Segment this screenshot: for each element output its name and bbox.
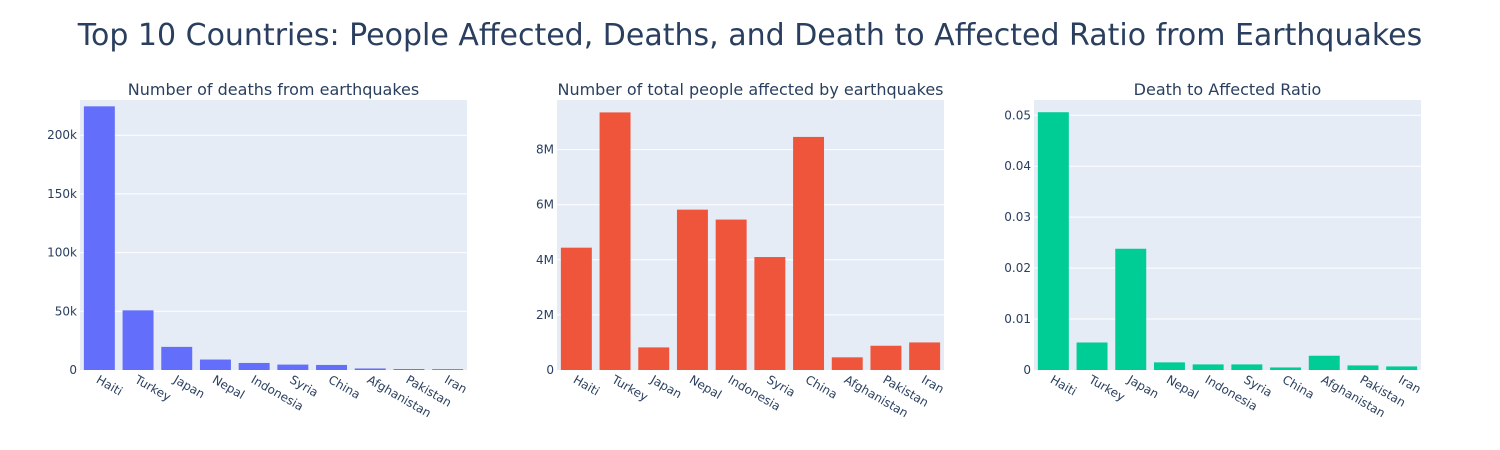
main-title: Top 10 Countries: People Affected, Death… bbox=[77, 18, 1423, 53]
y-tick-label: 4M bbox=[536, 253, 554, 267]
subplot-title: Death to Affected Ratio bbox=[1134, 80, 1322, 99]
bar-nepal bbox=[1153, 362, 1185, 370]
bar-iran bbox=[1386, 366, 1418, 370]
x-tick-label: China bbox=[803, 372, 840, 401]
bar-syria bbox=[1231, 364, 1263, 370]
bar-nepal bbox=[199, 359, 231, 370]
x-tick-label: Turkey bbox=[132, 372, 174, 404]
bar-afghanistan bbox=[354, 368, 386, 370]
x-tick-label: Japan bbox=[647, 372, 684, 401]
bar-nepal bbox=[676, 209, 708, 370]
bar-syria bbox=[277, 364, 309, 370]
x-tick-label: China bbox=[326, 372, 363, 401]
bar-pakistan bbox=[870, 345, 902, 370]
y-tick-label: 0 bbox=[1023, 363, 1031, 377]
y-tick-label: 0.03 bbox=[1004, 210, 1031, 224]
bar-indonesia bbox=[715, 219, 747, 370]
subplot-title: Number of total people affected by earth… bbox=[557, 80, 943, 99]
bar-turkey bbox=[599, 112, 631, 371]
x-tick-label: Nepal bbox=[687, 372, 724, 401]
bar-japan bbox=[1115, 248, 1147, 370]
bar-turkey bbox=[122, 310, 154, 370]
y-tick-label: 0 bbox=[69, 363, 77, 377]
y-tick-label: 2M bbox=[536, 308, 554, 322]
x-tick-label: Haiti bbox=[94, 372, 125, 398]
bar-haiti bbox=[1037, 112, 1069, 371]
y-tick-label: 0.02 bbox=[1004, 261, 1031, 275]
bar-turkey bbox=[1076, 342, 1108, 370]
x-tick-label: Japan bbox=[1124, 372, 1161, 401]
y-tick-label: 0.04 bbox=[1004, 159, 1031, 173]
x-tick-label: Haiti bbox=[571, 372, 602, 398]
y-tick-label: 150k bbox=[47, 187, 77, 201]
y-tick-label: 100k bbox=[47, 246, 77, 260]
bar-china bbox=[793, 136, 825, 370]
bar-china bbox=[316, 364, 348, 370]
subplot-title: Number of deaths from earthquakes bbox=[128, 80, 419, 99]
bar-iran bbox=[432, 369, 464, 370]
plot-background bbox=[1034, 100, 1421, 370]
x-tick-label: Turkey bbox=[609, 372, 651, 404]
bar-japan bbox=[638, 347, 670, 370]
bar-afghanistan bbox=[831, 357, 863, 370]
x-tick-label: Turkey bbox=[1086, 372, 1128, 404]
bar-indonesia bbox=[1192, 364, 1224, 370]
x-tick-label: Japan bbox=[170, 372, 207, 401]
y-tick-label: 0 bbox=[546, 363, 554, 377]
bar-indonesia bbox=[238, 362, 270, 370]
bar-haiti bbox=[83, 106, 115, 371]
x-tick-label: Haiti bbox=[1048, 372, 1079, 398]
bar-syria bbox=[754, 257, 786, 370]
x-tick-label: China bbox=[1280, 372, 1317, 401]
bar-iran bbox=[909, 342, 941, 370]
bar-china bbox=[1270, 367, 1302, 370]
y-tick-label: 0.05 bbox=[1004, 108, 1031, 122]
bar-pakistan bbox=[1347, 365, 1379, 370]
bar-pakistan bbox=[393, 369, 425, 370]
y-tick-label: 200k bbox=[47, 128, 77, 142]
y-tick-label: 50k bbox=[55, 304, 77, 318]
bar-afghanistan bbox=[1308, 355, 1340, 370]
y-tick-label: 8M bbox=[536, 143, 554, 157]
y-tick-label: 6M bbox=[536, 198, 554, 212]
bar-haiti bbox=[560, 247, 592, 370]
y-tick-label: 0.01 bbox=[1004, 312, 1031, 326]
x-tick-label: Nepal bbox=[210, 372, 247, 401]
x-tick-label: Nepal bbox=[1164, 372, 1201, 401]
bar-japan bbox=[161, 346, 193, 370]
